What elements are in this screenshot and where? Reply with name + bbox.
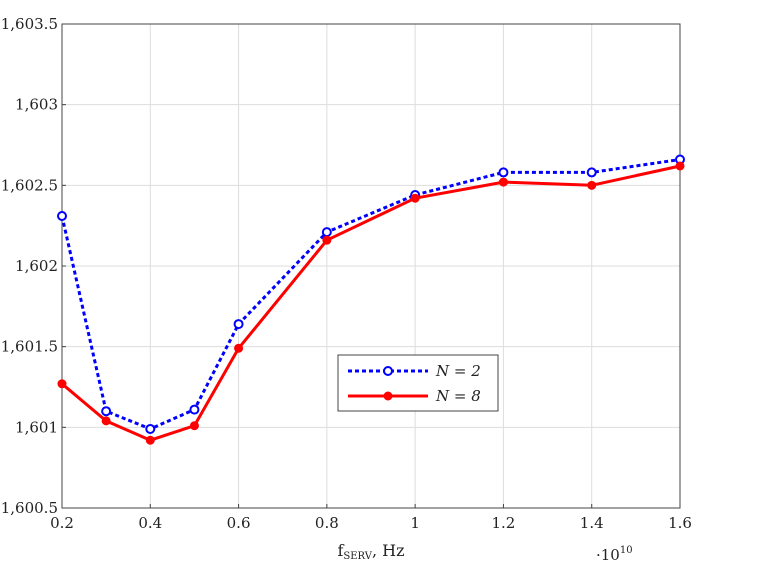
data-point-n8 — [57, 379, 67, 389]
data-point-n8 — [145, 435, 155, 445]
x-tick-label: 1 — [410, 514, 420, 532]
y-tick-label: 1,602 — [15, 257, 58, 275]
data-point-n8 — [322, 235, 332, 245]
x-tick-label: 0.4 — [138, 514, 162, 532]
y-tick-label: 1,602.5 — [1, 176, 58, 194]
legend-marker-n2 — [383, 366, 393, 376]
axis-ticks: 0.2 0.4 0.6 0.8 1 1.2 1.4 1.6 1,600.5 1,601 1,601.… — [1, 15, 692, 532]
data-point-n8 — [189, 421, 199, 431]
data-point-n2 — [189, 404, 200, 415]
data-point-n2 — [498, 167, 509, 178]
y-tick-label: 1,603.5 — [1, 15, 58, 33]
x-tick-label: 0.8 — [315, 514, 339, 532]
legend-box — [337, 354, 499, 412]
data-point-n2 — [145, 423, 156, 434]
data-point-n2 — [233, 319, 244, 330]
y-tick-label: 1,600.5 — [1, 499, 58, 517]
legend-label-n8: N = 8 — [435, 387, 481, 405]
x-tick-label: 0.2 — [50, 514, 74, 532]
x-tick-label: 1.6 — [668, 514, 692, 532]
x-axis-label-subscript: SERV — [343, 551, 372, 562]
x-axis-multiplier: ·1010 — [596, 545, 633, 564]
x-axis-multiplier-exponent: 10 — [620, 545, 633, 556]
y-tick-label: 1,601 — [15, 418, 58, 436]
data-point-n8 — [498, 177, 508, 187]
data-point-n8 — [410, 193, 420, 203]
legend: N = 2 N = 8 — [337, 354, 499, 412]
y-tick-label: 1,601.5 — [1, 338, 58, 356]
x-axis-label: fSERV, Hz — [337, 541, 404, 562]
x-tick-label: 0.6 — [227, 514, 251, 532]
y-tick-label: 1,603 — [15, 96, 58, 114]
x-axis-label-unit: , Hz — [372, 541, 405, 560]
data-point-n2 — [101, 406, 112, 417]
data-point-n2 — [321, 227, 332, 238]
data-point-n8 — [587, 180, 597, 190]
x-tick-label: 1.4 — [580, 514, 604, 532]
data-point-n8 — [234, 343, 244, 353]
series-line-n8 — [61, 164, 681, 442]
legend-marker-n8 — [383, 391, 393, 401]
series-line-n2 — [60, 158, 681, 431]
data-point-n8 — [675, 161, 685, 171]
x-tick-label: 1.2 — [491, 514, 515, 532]
data-point-n2 — [57, 210, 67, 221]
data-point-n2 — [586, 167, 597, 178]
legend-label-n2: N = 2 — [435, 362, 481, 380]
series-group — [57, 154, 685, 445]
data-point-n8 — [101, 416, 111, 426]
